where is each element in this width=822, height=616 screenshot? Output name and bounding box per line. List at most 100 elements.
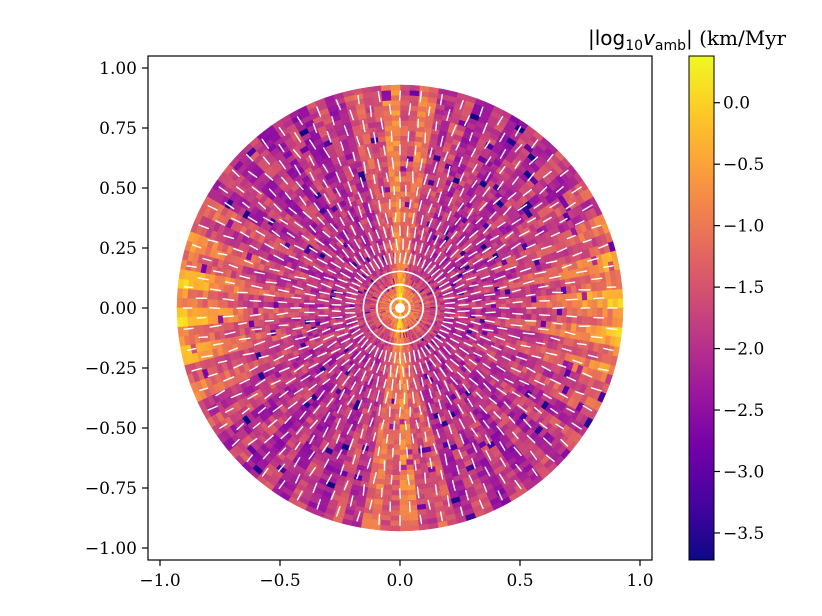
heatmap-cell [572,299,578,309]
heatmap-cell [278,317,285,325]
heatmap-cell [393,454,401,461]
heatmap-cell [405,434,412,441]
heatmap-cell [520,291,527,298]
heatmap-cell [283,302,289,309]
heatmap-cell [288,297,295,304]
heatmap-cell [500,312,507,318]
heatmap-cell [388,175,395,182]
heatmap-cell [242,307,249,316]
heatmap-cell [392,145,401,152]
heatmap-cell [475,311,482,316]
heatmap-cell [392,150,401,157]
heatmap-cell [541,307,548,315]
heatmap-cell [404,408,410,415]
heatmap-cell [404,196,411,203]
heatmap-cell [383,423,391,430]
heatmap-cell [232,307,239,316]
heatmap-cell [237,314,244,323]
heatmap-cell [394,196,401,202]
heatmap-cell [520,318,527,325]
heatmap-cell [383,181,390,188]
heatmap-cell [556,307,563,316]
heatmap-cell [386,403,392,410]
heatmap-cell [551,314,558,323]
heatmap-cell [313,303,320,309]
heatmap-cell [303,307,310,313]
heatmap-cell [392,135,401,142]
heatmap-cell [387,170,395,177]
heatmap-cell [399,150,408,157]
heatmap-cell [392,474,401,481]
heatmap-cell [308,307,315,313]
heatmap-cell [561,307,568,316]
heatmap-cell [288,302,294,309]
heatmap-cell [399,155,407,162]
heatmap-cell [541,301,548,309]
heatmap-cell [222,307,228,317]
heatmap-cell [405,439,413,446]
heatmap-cell [242,293,249,302]
heatmap-cell [390,408,396,415]
heatmap-cell [222,299,228,309]
heatmap-cell [430,307,436,310]
heatmap-cell [536,307,543,315]
heatmap-cell [392,469,401,476]
heatmap-cell [399,414,406,420]
heatmap-cell [385,469,394,476]
heatmap-cell [425,307,431,310]
heatmap-cell [500,298,507,304]
heatmap-cell [396,373,401,380]
heatmap-cell [387,439,395,446]
heatmap-cell [546,307,553,315]
heatmap-cell [277,302,284,309]
heatmap-cell [405,170,413,177]
heatmap-cell [403,221,408,228]
heatmap-cell [490,315,497,321]
heatmap-cell [393,155,401,162]
heatmap-cell [393,160,401,167]
heatmap-cell [406,459,415,466]
heatmap-cell [303,295,310,301]
heatmap-cell [390,403,397,410]
heatmap-cell [318,300,325,305]
heatmap-cell [399,424,406,431]
heatmap-cell [556,314,563,323]
heatmap-cell [490,307,497,313]
heatmap-cell [399,185,406,192]
heatmap-cell [383,186,391,193]
heatmap-cell [409,191,416,198]
heatmap-cell [293,298,300,304]
heatmap-cell [399,419,406,425]
heatmap-cell [303,303,310,309]
heatmap-cell [410,428,417,435]
heatmap-cell [227,300,234,309]
heatmap-cell [227,307,234,316]
heatmap-cell [393,165,401,172]
heatmap-cell [556,293,563,302]
heatmap-cell [388,434,395,441]
heatmap-cell [399,449,407,456]
heatmap-cell [288,312,295,319]
heatmap-cell [404,413,411,420]
heatmap-cell [505,297,512,304]
heatmap-cell [385,459,394,466]
heatmap-cell [267,301,274,309]
heatmap-cell [536,301,543,309]
heatmap-cell [293,312,300,318]
heatmap-cell [495,307,502,313]
heatmap-cell [506,302,512,309]
heatmap-cell [298,311,305,318]
heatmap-cell [515,291,522,299]
heatmap-cell [406,150,415,157]
heatmap-cell [515,317,522,325]
heatmap-cell [232,300,239,309]
heatmap-cell [389,413,396,420]
heatmap-cell [490,303,497,309]
heatmap-cell [470,310,477,315]
heatmap-cell [385,145,394,152]
heatmap-cell [399,434,407,441]
heatmap-cell [383,428,390,435]
heatmap-cell [395,216,401,223]
heatmap-cell [298,298,305,305]
